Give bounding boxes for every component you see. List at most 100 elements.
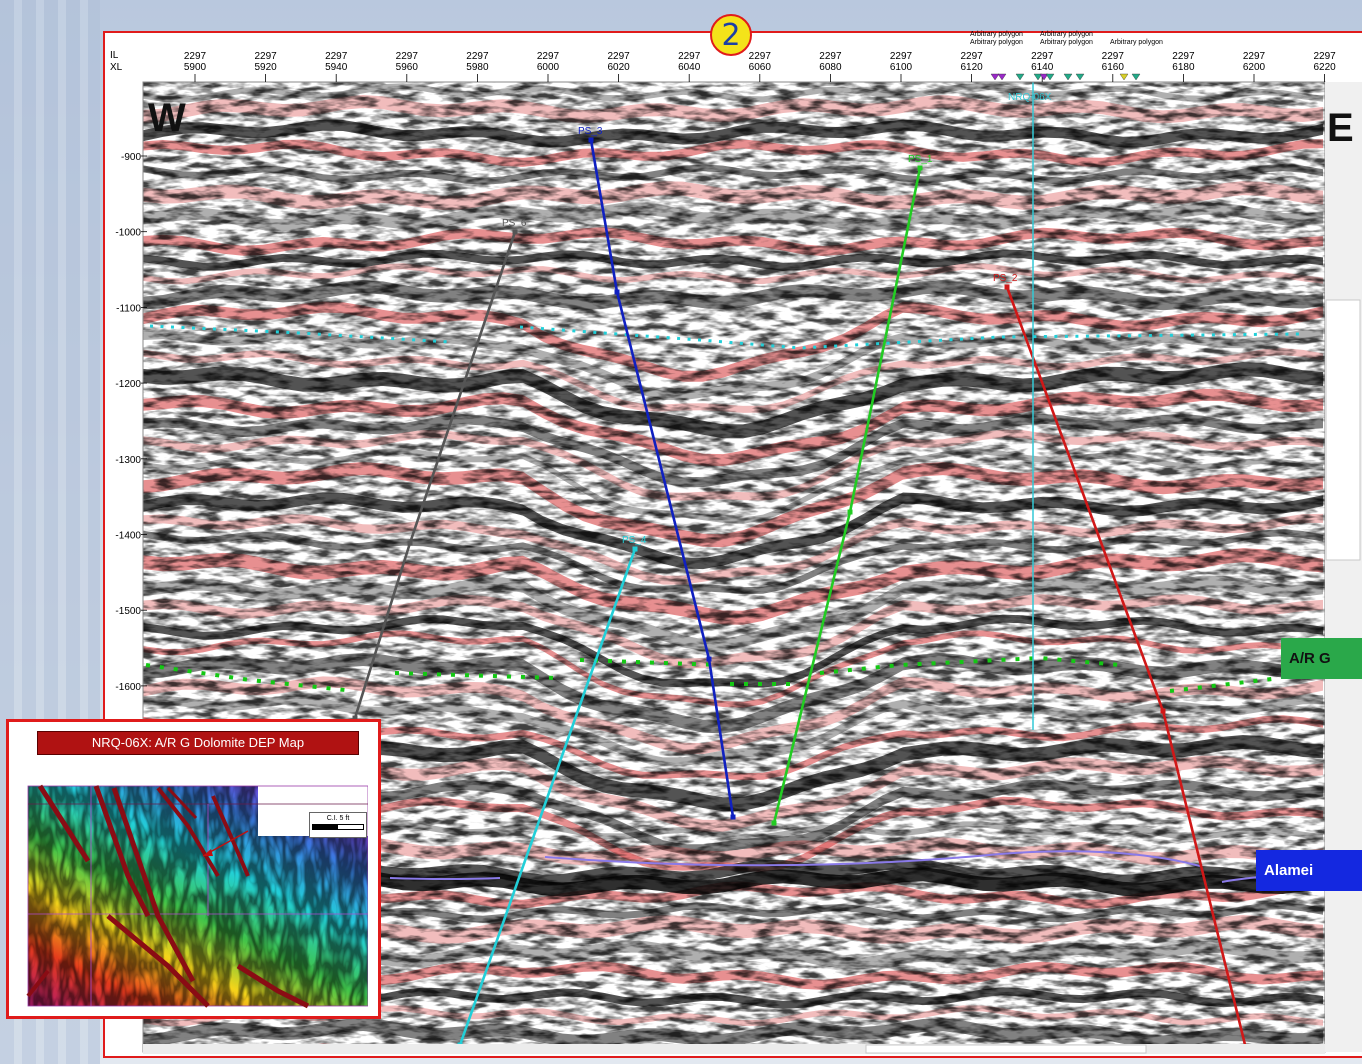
horizontal-scrollbar[interactable] (143, 1044, 1325, 1054)
fault-node (614, 289, 620, 295)
fault-line-ps-3 (589, 139, 735, 818)
well-marker-triangle (1039, 73, 1049, 81)
xl-tick-label: 5980 (466, 62, 489, 73)
well-marker-triangle (1131, 73, 1141, 81)
arbitrary-polygon-label: Arbitrary polygon (1040, 39, 1093, 46)
ar-g-horizon-west (145, 663, 346, 692)
well-marker-triangle (1015, 73, 1025, 81)
fault-node (847, 509, 853, 515)
xl-tick-label: 6120 (960, 62, 983, 73)
il-tick-label: 2297 (1172, 51, 1195, 62)
fault-label: PS_1 (908, 154, 933, 165)
fault-node (1004, 284, 1010, 290)
xl-tick-label: 6200 (1243, 62, 1266, 73)
depth-tick-label: -1000 (115, 228, 141, 239)
il-tick-label: 2297 (537, 51, 560, 62)
well-marker-triangle (1045, 73, 1055, 81)
depth-tick-label: -1600 (115, 682, 141, 693)
il-tick-label: 2297 (819, 51, 842, 62)
scrollbar-thumb[interactable] (1325, 299, 1361, 561)
il-tick-label: 2297 (890, 51, 913, 62)
depth-tick-label: -900 (121, 152, 141, 163)
il-tick-label: 2297 (749, 51, 772, 62)
fault-sticks: PS_3 PS_1 PS_6 PS_2 PS_4 NRQ-06X (352, 82, 1252, 1064)
xl-tick-label: 6060 (749, 62, 772, 73)
horizontal-scrollbar-thumb[interactable] (865, 1044, 1147, 1054)
contour-interval-label: C.I. 5 ft (326, 815, 350, 822)
il-tick-label: 2297 (1031, 51, 1054, 62)
xl-tick-label: 6080 (819, 62, 842, 73)
fault-node (632, 546, 638, 552)
xl-tick-label: 6160 (1102, 62, 1125, 73)
xl-axis-label: XL (110, 62, 123, 73)
depth-tick-label: -1400 (115, 531, 141, 542)
fault-label: PS_2 (993, 273, 1018, 284)
il-tick-label: 2297 (466, 51, 489, 62)
fault-node (407, 540, 413, 546)
fault-node (706, 656, 712, 662)
well-marker-triangle (1033, 73, 1043, 81)
alamein-horizon-main (544, 850, 1201, 867)
well-marker-triangle (1075, 73, 1085, 81)
east-label: E (1327, 106, 1354, 150)
ar-g-horizon-center (579, 658, 721, 667)
fault-line-ps-4 (458, 548, 637, 1046)
well-marker-triangle (1063, 73, 1073, 81)
il-tick-label: 2297 (1102, 51, 1125, 62)
fault-node (1160, 708, 1166, 714)
il-tick-label: 2297 (1243, 51, 1266, 62)
xl-tick-label: 6220 (1313, 62, 1336, 73)
arbitrary-polygon-label: Arbitrary polygon (1040, 31, 1093, 38)
depth-structure-map (26, 766, 373, 1014)
arbitrary-polygon-label: Arbitrary polygon (970, 39, 1023, 46)
inset-map-panel: NRQ-06X: A/R G Dolomite DEP Map (6, 719, 381, 1019)
xl-tick-label: 6040 (678, 62, 701, 73)
fault-label: PS_4 (622, 535, 647, 546)
scale-bar (312, 824, 364, 830)
fault-node (588, 137, 594, 143)
fault-label: PS_3 (578, 126, 603, 137)
xl-tick-label: 6100 (890, 62, 913, 73)
il-tick-label: 2297 (960, 51, 983, 62)
il-tick-label: 2297 (1313, 51, 1336, 62)
alamein-horizon-tag: Alamei (1256, 850, 1362, 891)
ar-g-horizon-tag: A/R G (1281, 638, 1362, 679)
il-axis-label: IL (110, 50, 119, 61)
fault-node (917, 165, 923, 171)
inset-map-title: NRQ-06X: A/R G Dolomite DEP Map (37, 731, 359, 755)
depth-tick-label: -1300 (115, 455, 141, 466)
inset-map-legend: C.I. 5 ft (309, 812, 367, 838)
arbitrary-polygon-label: Arbitrary polygon (1110, 39, 1163, 46)
fault-node (730, 814, 736, 820)
xl-tick-label: 6180 (1172, 62, 1195, 73)
alamein-horizon-west (389, 877, 501, 880)
section-number-badge: 2 (710, 14, 752, 56)
axis-annotations: ILXL229759002297592022975940229759602297… (110, 31, 1336, 693)
fault-label: PS_6 (502, 218, 527, 229)
xl-tick-label: 5960 (396, 62, 419, 73)
depth-tick-label: -1200 (115, 379, 141, 390)
xl-tick-label: 6140 (1031, 62, 1054, 73)
scrollbar-track[interactable] (1325, 82, 1362, 1052)
depth-tick-label: -1100 (116, 303, 141, 314)
well-marker-triangle (997, 73, 1007, 81)
xl-tick-label: 5940 (325, 62, 348, 73)
arbitrary-polygon-label: Arbitrary polygon (970, 31, 1023, 38)
well-label: NRQ-06X (1008, 92, 1052, 103)
fault-node (771, 820, 777, 826)
xl-tick-label: 6000 (537, 62, 560, 73)
xl-tick-label: 6020 (607, 62, 630, 73)
horizon-picks (145, 324, 1325, 883)
il-tick-label: 2297 (607, 51, 630, 62)
fault-node (352, 715, 358, 721)
fault-node (1247, 1059, 1252, 1064)
il-tick-label: 2297 (254, 51, 277, 62)
il-tick-label: 2297 (325, 51, 348, 62)
fault-node (512, 229, 518, 235)
west-label: W (148, 96, 186, 140)
il-tick-label: 2297 (396, 51, 419, 62)
well-marker-triangle (990, 73, 1000, 81)
well-marker-triangle (1119, 73, 1129, 81)
xl-tick-label: 5920 (254, 62, 277, 73)
